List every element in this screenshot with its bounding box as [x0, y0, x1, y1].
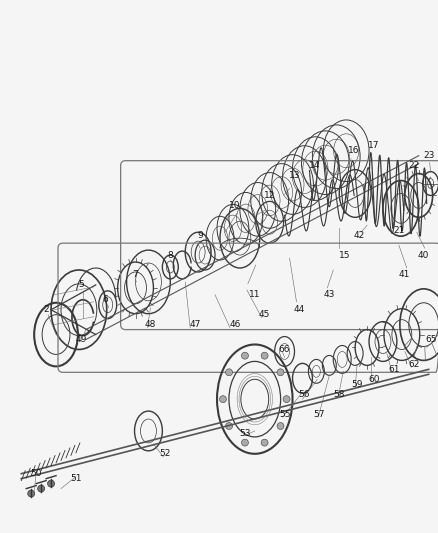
Circle shape	[276, 369, 283, 376]
Text: 43: 43	[323, 290, 334, 300]
Circle shape	[261, 439, 268, 446]
Text: 50: 50	[30, 469, 42, 478]
Text: 7: 7	[132, 270, 138, 279]
Text: 8: 8	[167, 251, 173, 260]
Text: 23: 23	[422, 151, 433, 160]
Text: 10: 10	[229, 201, 240, 210]
Text: 56: 56	[298, 390, 310, 399]
Text: 14: 14	[308, 161, 319, 170]
Text: 44: 44	[293, 305, 304, 314]
Text: 40: 40	[417, 251, 428, 260]
Text: 52: 52	[159, 449, 171, 458]
Text: 55: 55	[278, 409, 290, 418]
Circle shape	[219, 395, 226, 402]
Text: 49: 49	[75, 335, 86, 344]
Text: 6: 6	[102, 295, 108, 304]
Circle shape	[241, 439, 248, 446]
Text: 22: 22	[407, 161, 418, 170]
Text: 15: 15	[338, 251, 349, 260]
Text: 42: 42	[353, 231, 364, 240]
Text: 46: 46	[229, 320, 240, 329]
Circle shape	[225, 423, 232, 430]
Text: 2: 2	[43, 305, 49, 314]
Circle shape	[241, 352, 248, 359]
Text: 62: 62	[407, 360, 418, 369]
Text: 16: 16	[348, 146, 359, 155]
Text: 57: 57	[313, 409, 325, 418]
Text: 51: 51	[70, 474, 81, 483]
Circle shape	[261, 352, 268, 359]
Text: 59: 59	[350, 379, 362, 389]
Text: 41: 41	[397, 270, 409, 279]
Text: 17: 17	[367, 141, 379, 150]
Text: 11: 11	[248, 290, 260, 300]
Text: 47: 47	[189, 320, 201, 329]
Text: 65: 65	[424, 335, 435, 344]
Circle shape	[283, 395, 290, 402]
Text: 48: 48	[145, 320, 156, 329]
Text: 61: 61	[387, 365, 399, 374]
Text: 9: 9	[197, 231, 202, 240]
Circle shape	[38, 485, 45, 492]
Text: 58: 58	[333, 390, 344, 399]
Text: 66: 66	[278, 345, 290, 354]
Text: 13: 13	[288, 171, 300, 180]
Text: 5: 5	[78, 280, 84, 289]
Text: 53: 53	[239, 430, 250, 439]
Circle shape	[47, 480, 54, 487]
Text: 21: 21	[392, 226, 404, 235]
Circle shape	[28, 490, 35, 497]
Text: 12: 12	[263, 191, 275, 200]
Text: 45: 45	[258, 310, 270, 319]
Text: 60: 60	[367, 375, 379, 384]
Circle shape	[225, 369, 232, 376]
Circle shape	[276, 423, 283, 430]
